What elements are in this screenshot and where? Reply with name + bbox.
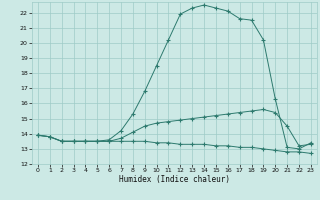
X-axis label: Humidex (Indice chaleur): Humidex (Indice chaleur): [119, 175, 230, 184]
